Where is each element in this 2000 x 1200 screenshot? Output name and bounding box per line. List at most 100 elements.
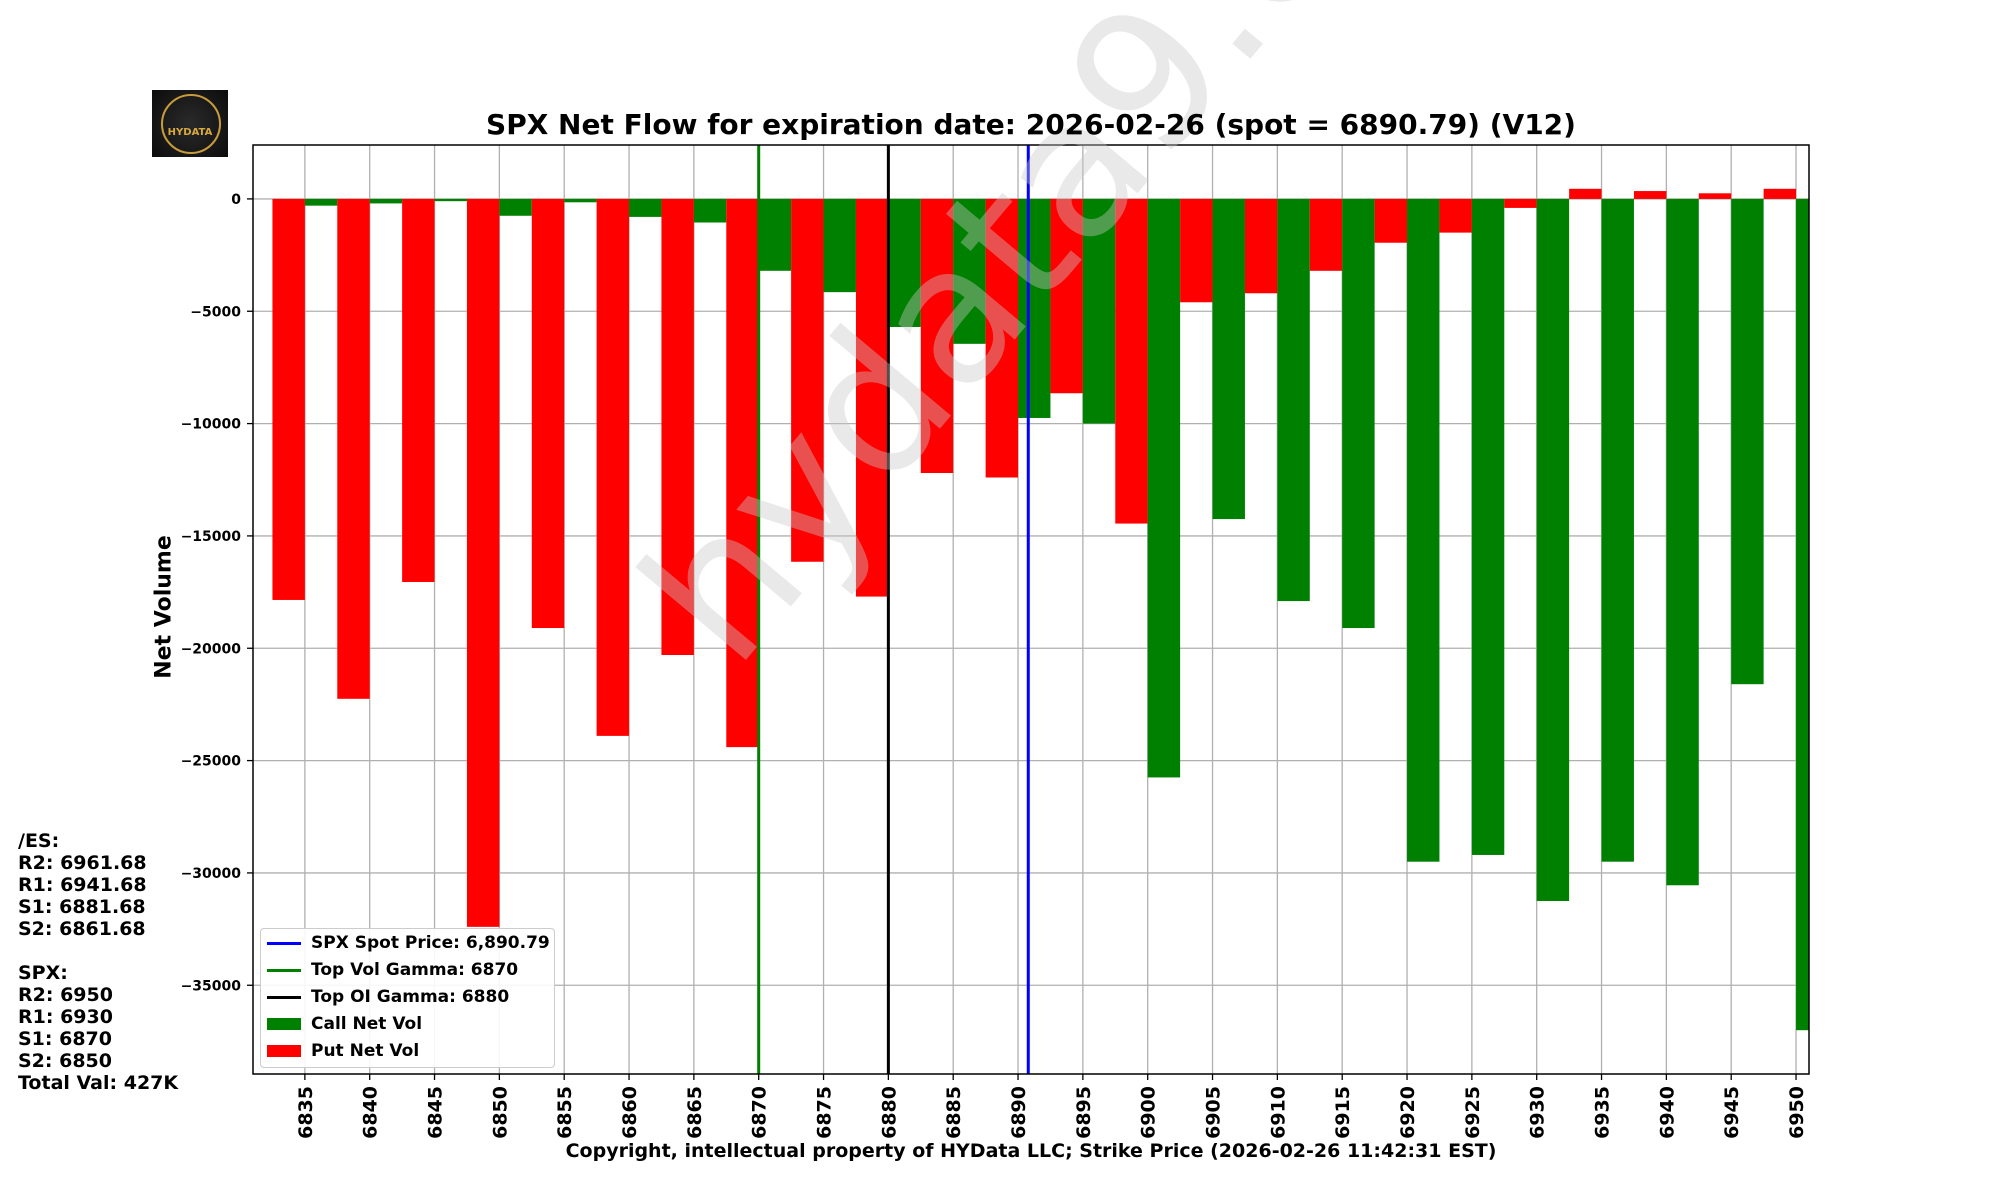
call-bar <box>1601 198 1634 862</box>
call-bar <box>953 198 986 344</box>
call-bar <box>434 198 467 202</box>
put-bar <box>1633 191 1667 199</box>
legend: SPX Spot Price: 6,890.79 Top Vol Gamma: … <box>260 928 555 1068</box>
x-tick-label: 6845 <box>425 1086 447 1139</box>
x-tick-label: 6950 <box>1786 1086 1808 1139</box>
x-tick-label: 6925 <box>1462 1086 1484 1139</box>
put-bar <box>1180 198 1213 303</box>
x-tick-label: 6865 <box>684 1086 706 1139</box>
call-bar <box>1407 198 1440 862</box>
call-bar <box>1277 198 1310 602</box>
x-tick-label: 6945 <box>1721 1086 1743 1139</box>
y-tick-label: −15000 <box>181 529 242 545</box>
x-tick-label: 6855 <box>554 1086 576 1139</box>
put-bar <box>791 198 824 562</box>
legend-swatch <box>267 968 301 972</box>
call-bar <box>888 198 921 327</box>
call-bar <box>304 198 338 206</box>
call-bar <box>629 198 662 217</box>
y-tick-label: −25000 <box>181 754 242 770</box>
call-bar <box>1471 198 1505 855</box>
x-tick-label: 6930 <box>1527 1086 1549 1139</box>
put-bar <box>402 198 435 582</box>
y-tick-label: −10000 <box>181 417 242 433</box>
x-tick-label: 6885 <box>943 1086 965 1139</box>
put-bar <box>1115 198 1148 524</box>
put-bar <box>1569 188 1602 199</box>
hydata-logo: HYDATA <box>152 90 228 157</box>
put-bar <box>1439 198 1472 233</box>
put-bar <box>855 198 889 597</box>
spx-level: R1: 6930 <box>18 1006 113 1028</box>
legend-item-put: Put Net Vol <box>261 1038 554 1064</box>
legend-item-call: Call Net Vol <box>261 1011 554 1037</box>
x-tick-label: 6870 <box>749 1086 771 1139</box>
x-tick-label: 6835 <box>295 1086 317 1139</box>
x-tick-label: 6875 <box>814 1086 836 1139</box>
x-tick-label: 6900 <box>1138 1086 1160 1139</box>
legend-item-vol-gamma: Top Vol Gamma: 6870 <box>261 957 554 983</box>
call-bar <box>758 198 792 271</box>
x-tick-label: 6895 <box>1073 1086 1095 1139</box>
spx-level: R2: 6950 <box>18 984 113 1006</box>
axes-frame <box>252 144 1810 1075</box>
call-bar <box>823 198 856 293</box>
legend-swatch <box>267 1018 301 1030</box>
spx-header: SPX: <box>18 962 68 984</box>
put-bar <box>466 198 500 927</box>
chart-title: SPX Net Flow for expiration date: 2026-0… <box>486 108 1576 141</box>
call-bar <box>1796 198 1809 1031</box>
es-level: S1: 6881.68 <box>18 896 146 918</box>
call-bar <box>1666 198 1699 886</box>
call-bar <box>1731 198 1764 685</box>
x-tick-label: 6890 <box>1008 1086 1030 1139</box>
put-bar <box>1504 198 1537 208</box>
x-tick-label: 6880 <box>878 1086 900 1139</box>
es-level: R2: 6961.68 <box>18 852 147 874</box>
y-tick-label: −5000 <box>190 304 241 320</box>
call-bar <box>1018 198 1051 418</box>
levels-panel: /ES: R2: 6961.68 R1: 6941.68 S1: 6881.68… <box>18 830 178 1094</box>
put-bar <box>1698 193 1732 199</box>
put-bar <box>596 198 630 736</box>
call-bar <box>1342 198 1375 629</box>
put-bar <box>1763 188 1797 199</box>
put-bar <box>272 198 305 600</box>
put-bar <box>661 198 694 655</box>
call-bar <box>564 198 597 203</box>
x-tick-label: 6840 <box>360 1086 382 1139</box>
spx-level: S1: 6870 <box>18 1028 112 1050</box>
x-tick-label: 6905 <box>1203 1086 1225 1139</box>
y-tick-label: −30000 <box>181 866 242 882</box>
call-bar <box>1082 198 1116 424</box>
es-header: /ES: <box>18 830 60 852</box>
put-bar <box>1374 198 1408 243</box>
y-tick-label: 0 <box>231 192 241 208</box>
spx-level: S2: 6850 <box>18 1050 112 1072</box>
put-bar <box>531 198 565 629</box>
es-level: S2: 6861.68 <box>18 918 146 940</box>
es-level: R1: 6941.68 <box>18 874 147 896</box>
put-bar <box>1050 198 1083 394</box>
x-axis-label: Copyright, intellectual property of HYDa… <box>565 1140 1497 1162</box>
legend-swatch <box>267 1045 301 1057</box>
put-bar <box>920 198 954 474</box>
put-bar <box>1309 198 1343 271</box>
put-bar <box>337 198 370 699</box>
total-value: Total Val: 427K <box>18 1072 179 1094</box>
call-bar <box>1536 198 1570 902</box>
x-tick-label: 6920 <box>1397 1086 1419 1139</box>
call-bar <box>369 198 403 204</box>
call-bar <box>693 198 727 223</box>
call-bar <box>499 198 532 216</box>
legend-swatch <box>267 995 301 999</box>
x-tick-label: 6910 <box>1267 1086 1289 1139</box>
x-tick-label: 6915 <box>1332 1086 1354 1139</box>
y-axis-label: Net Volume <box>151 535 177 679</box>
x-tick-label: 6860 <box>619 1086 641 1139</box>
x-tick-label: 6940 <box>1656 1086 1678 1139</box>
legend-item-oi-gamma: Top OI Gamma: 6880 <box>261 984 554 1010</box>
put-bar <box>726 198 759 748</box>
put-bar <box>985 198 1019 478</box>
